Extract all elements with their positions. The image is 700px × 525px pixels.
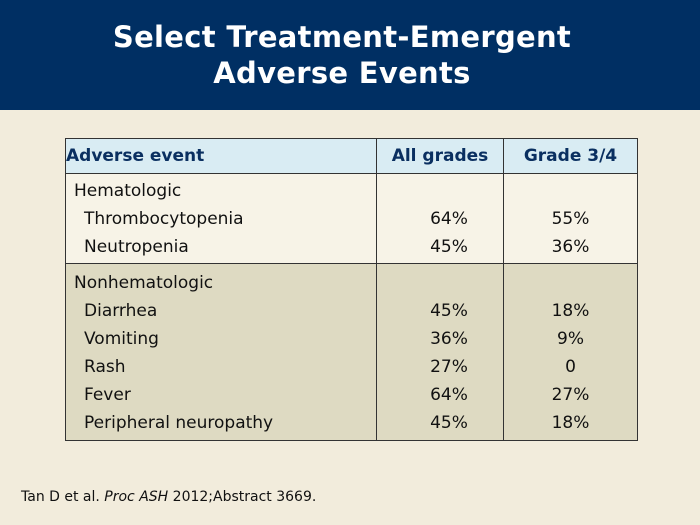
spacer [504,269,637,297]
citation: Tan D et al. Proc ASH 2012;Abstract 3669… [21,489,316,505]
slide-title-line2: Adverse Events [213,56,471,90]
adverse-events-table: Adverse event All grades Grade 3/4 Hemat… [65,138,638,441]
citation-authors: Tan D et al. [21,489,100,505]
grade34-value: 36% [551,237,590,257]
title-banner [0,0,700,110]
all-grades-value: 45% [430,413,468,433]
header-grade-3-4: Grade 3/4 [503,138,638,174]
slide-title: Select Treatment-Emergent Adverse Events [0,19,684,91]
event-name: Vomiting [84,329,159,349]
event-name: Neutropenia [84,237,189,257]
all-grades-value: 45% [430,237,468,257]
hematologic-events-cell: Hematologic Thrombocytopenia Neutropenia [65,173,377,264]
event-name: Thrombocytopenia [84,209,244,229]
nonhematologic-events-cell: Nonhematologic Diarrhea Vomiting Rash Fe… [65,263,377,441]
event-name: Fever [84,385,131,405]
grade34-value: 27% [551,385,590,405]
hematologic-grade34-cell: 55% 36% [503,173,638,264]
event-name: Diarrhea [84,301,158,321]
header-adverse-event: Adverse event [65,138,377,174]
spacer [377,269,503,297]
table-header-row: Adverse event All grades Grade 3/4 [65,138,638,174]
citation-details: 2012;Abstract 3669. [172,489,317,505]
group-label-nonhematologic: Nonhematologic [74,273,214,293]
spacer [377,177,503,205]
all-grades-value: 27% [430,357,468,377]
nonhematologic-group: Nonhematologic Diarrhea Vomiting Rash Fe… [65,263,638,441]
grade34-value: 9% [557,329,584,349]
slide-title-line1: Select Treatment-Emergent [112,20,572,54]
event-name: Rash [84,357,126,377]
nonhematologic-grade34-cell: 18% 9% 0 27% 18% [503,263,638,441]
all-grades-value: 64% [430,385,468,405]
all-grades-value: 36% [430,329,468,349]
group-label-hematologic: Hematologic [74,181,182,201]
grade34-value: 18% [551,413,590,433]
grade34-value: 0 [565,357,576,377]
spacer [504,177,637,205]
all-grades-value: 45% [430,301,468,321]
hematologic-group: Hematologic Thrombocytopenia Neutropenia… [65,173,638,264]
event-name: Peripheral neuropathy [84,413,274,433]
nonhematologic-all-grades-cell: 45% 36% 27% 64% 45% [376,263,504,441]
header-all-grades: All grades [376,138,504,174]
all-grades-value: 64% [430,209,468,229]
hematologic-all-grades-cell: 64% 45% [376,173,504,264]
grade34-value: 55% [551,209,590,229]
citation-journal: Proc ASH [104,489,169,505]
grade34-value: 18% [551,301,590,321]
